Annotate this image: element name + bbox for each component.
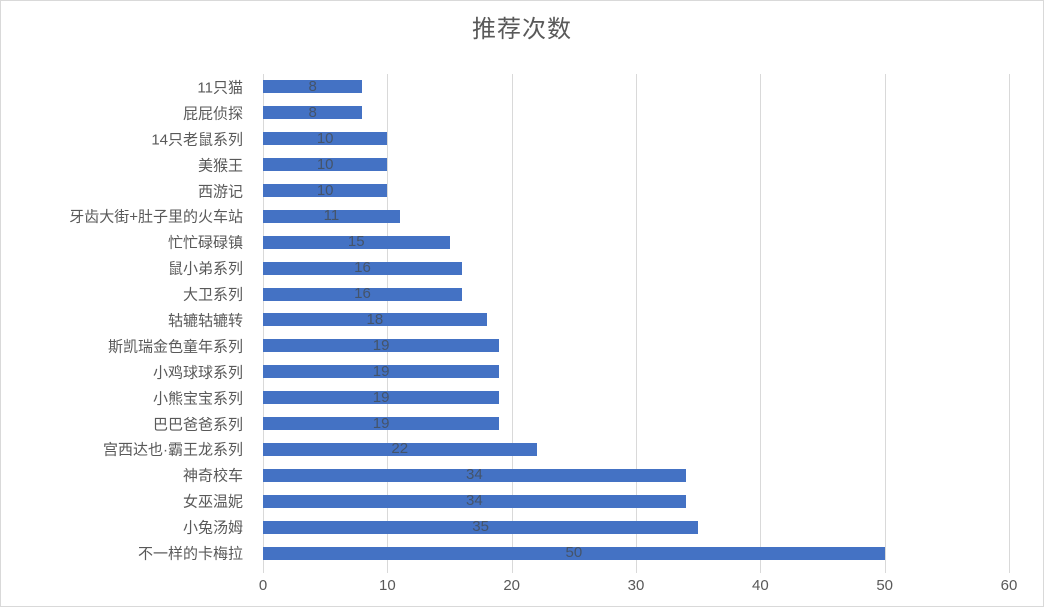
bar-value-label: 8 <box>308 77 317 95</box>
bar-row: 11 <box>263 203 1009 229</box>
bar: 16 <box>263 284 462 302</box>
bar-value-label: 50 <box>565 543 583 561</box>
category-label: 女巫温妮 <box>182 493 243 511</box>
bar-row: 19 <box>263 385 1009 411</box>
category-label: 不一样的卡梅拉 <box>137 545 243 563</box>
bar-value-label: 19 <box>372 336 390 354</box>
bar-value-label: 10 <box>316 155 334 173</box>
bar-row: 16 <box>263 255 1009 281</box>
bar: 19 <box>263 388 500 406</box>
category-label: 西游记 <box>197 183 243 201</box>
category-label: 屁屁侦探 <box>182 105 243 123</box>
bar: 18 <box>263 310 487 328</box>
x-tick-label: 50 <box>876 577 893 594</box>
bar-value-label: 19 <box>372 388 390 406</box>
plot-area: 8 8 10 10 10 11 15 16 16 18 19 19 19 19 22 34 34 35 50 <box>263 74 1010 573</box>
category-label: 小熊宝宝系列 <box>152 390 243 408</box>
bar: 19 <box>263 336 500 354</box>
category-label: 宫西达也·霸王龙系列 <box>103 441 243 459</box>
bar-row: 34 <box>263 488 1009 514</box>
bar-value-label: 8 <box>308 103 317 121</box>
bar-row: 15 <box>263 229 1009 255</box>
gridline <box>636 74 637 573</box>
bar-row: 10 <box>263 178 1009 204</box>
bar-value-label: 19 <box>372 362 390 380</box>
bar-row: 34 <box>263 462 1009 488</box>
bar: 34 <box>263 492 686 510</box>
bar: 22 <box>263 440 537 458</box>
category-label: 斯凯瑞金色童年系列 <box>107 338 243 356</box>
category-label: 忙忙碌碌镇 <box>167 234 243 252</box>
bar: 8 <box>263 77 363 95</box>
gridline <box>1009 74 1010 573</box>
bar: 35 <box>263 517 699 535</box>
x-tick-label: 0 <box>258 577 268 594</box>
x-axis: 0 10 20 30 40 50 60 <box>259 577 1018 601</box>
category-label: 大卫系列 <box>182 286 243 304</box>
category-label: 鼠小弟系列 <box>167 260 243 278</box>
category-label: 美猴王 <box>197 157 243 175</box>
bar-value-label: 10 <box>316 129 334 147</box>
chart-title: 推荐次数 <box>472 16 572 43</box>
category-axis: 11只猫屁屁侦探 14只老鼠系列美猴王西游记牙齿大街+肚子里的火车站忙忙碌碌镇鼠小… <box>1 74 253 566</box>
bar-row: 18 <box>263 307 1009 333</box>
bar-row: 19 <box>263 411 1009 437</box>
bar-value-label: 11 <box>323 207 340 225</box>
bar-row: 10 <box>263 152 1009 178</box>
bar-row: 35 <box>263 514 1009 540</box>
bar-row: 22 <box>263 437 1009 463</box>
bar: 19 <box>263 362 500 380</box>
bar: 10 <box>263 181 388 199</box>
bar: 10 <box>263 129 388 147</box>
category-label: 11只猫 <box>197 79 243 97</box>
bar-value-label: 16 <box>354 284 371 302</box>
bar: 8 <box>263 103 363 121</box>
bar: 11 <box>263 207 400 225</box>
x-tick-label: 30 <box>627 577 645 594</box>
x-tick-label: 10 <box>378 577 396 594</box>
category-label: 牙齿大街+肚子里的火车站 <box>69 208 243 226</box>
category-label: 14只老鼠系列 <box>151 131 243 149</box>
bar-row: 50 <box>263 540 1009 566</box>
bar-value-label: 10 <box>316 181 334 199</box>
category-label: 小兔汤姆 <box>182 519 243 537</box>
bar: 16 <box>263 259 462 277</box>
bar: 50 <box>263 543 885 561</box>
bar-value-label: 15 <box>347 233 365 251</box>
bar-row: 10 <box>263 126 1009 152</box>
x-tick-label: 20 <box>503 577 520 594</box>
category-label: 小鸡球球系列 <box>152 364 243 382</box>
bar: 34 <box>263 466 686 484</box>
category-label: 巴巴爸爸系列 <box>152 416 243 434</box>
bar: 15 <box>263 233 450 251</box>
bar-row: 8 <box>263 100 1009 126</box>
bar-value-label: 34 <box>466 466 483 484</box>
gridline <box>511 74 513 573</box>
category-label: 神奇校车 <box>182 467 243 485</box>
bar-value-label: 34 <box>466 492 483 510</box>
bar-row: 19 <box>263 333 1009 359</box>
bar-value-label: 16 <box>354 259 371 277</box>
x-tick-label: 40 <box>751 577 769 594</box>
gridline <box>884 74 886 573</box>
bar-row: 19 <box>263 359 1009 385</box>
bar-value-label: 35 <box>472 517 489 535</box>
bar-value-label: 22 <box>391 440 409 458</box>
category-label: 轱辘轱辘转 <box>167 312 243 330</box>
x-tick-label: 60 <box>1000 577 1018 594</box>
bar-value-label: 19 <box>372 414 390 432</box>
bar: 10 <box>263 155 388 173</box>
bar-row: 8 <box>263 74 1009 100</box>
bar-value-label: 18 <box>366 310 384 328</box>
bar: 19 <box>263 414 500 432</box>
bar-row: 16 <box>263 281 1009 307</box>
gridline <box>760 74 762 573</box>
